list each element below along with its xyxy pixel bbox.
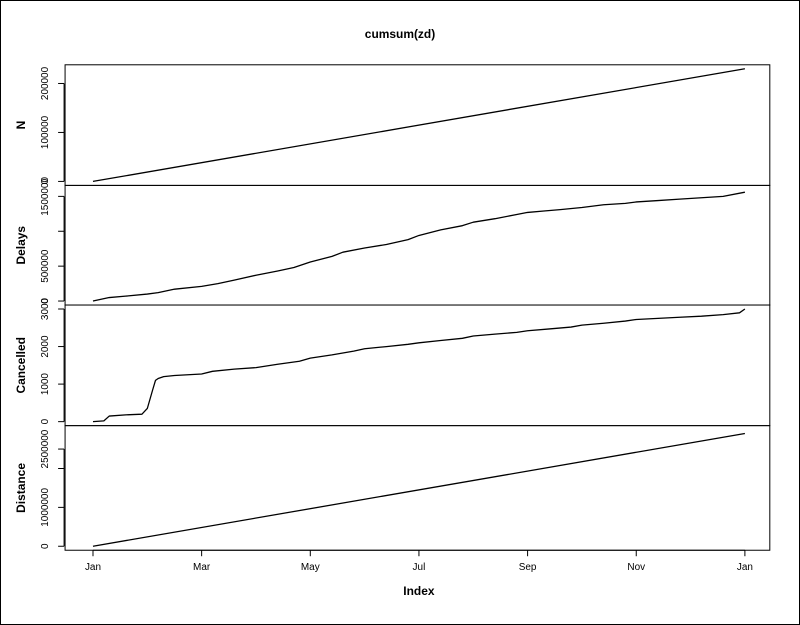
panel-distance: 0 1000000 2500000 Distance <box>14 425 771 551</box>
y-tick-label: 0 <box>40 543 51 549</box>
panel-frame <box>64 304 771 427</box>
x-tick-label: May <box>301 562 320 573</box>
x-axis-title: Index <box>403 584 435 598</box>
x-tick-label: Sep <box>519 562 537 573</box>
y-axis: 0 500000 1500000 <box>40 177 65 304</box>
series-line-n <box>92 68 746 183</box>
x-tick-label: Jan <box>737 562 753 573</box>
x-tick-label: Jan <box>85 562 101 573</box>
series-line-distance <box>92 432 746 547</box>
x-tick-label: Nov <box>627 562 645 573</box>
y-tick-label: 0 <box>40 178 51 184</box>
panel-frame <box>64 425 771 551</box>
y-tick-label: 100000 <box>40 115 51 149</box>
series-line-delays <box>92 191 746 302</box>
y-tick-label: 1000000 <box>40 488 51 527</box>
panel-cancelled: 0 1000 2000 3000 Cancelled <box>14 297 771 427</box>
panel-n: 0 100000 200000 N <box>14 64 771 186</box>
y-tick-label: 500000 <box>40 249 51 283</box>
y-tick-label: 1000 <box>40 373 51 396</box>
x-tick-label: Jul <box>413 562 426 573</box>
series-line-cancelled <box>92 308 746 423</box>
y-tick-label: 200000 <box>40 66 51 100</box>
y-axis-title-cancelled: Cancelled <box>14 337 28 393</box>
y-axis-title-delays: Delays <box>14 226 28 265</box>
y-axis-title-n: N <box>14 121 28 130</box>
y-tick-label: 2000 <box>40 335 51 358</box>
chart-title: cumsum(zd) <box>365 27 435 41</box>
y-tick-label: 3000 <box>40 297 51 320</box>
panel-frame <box>64 184 771 306</box>
y-tick-label: 2500000 <box>40 429 51 468</box>
y-axis: 0 1000 2000 3000 <box>40 297 65 424</box>
y-axis: 0 1000000 2500000 <box>40 429 65 549</box>
y-axis-title-distance: Distance <box>14 463 28 513</box>
x-tick-label: Mar <box>193 562 211 573</box>
y-tick-label: 1500000 <box>40 177 51 216</box>
x-axis: Jan Mar May Jul Sep Nov Jan <box>85 549 753 573</box>
y-axis: 0 100000 200000 <box>40 66 65 184</box>
y-tick-label: 0 <box>40 418 51 424</box>
y-tick-label: 0 <box>40 298 51 304</box>
panel-delays: 0 500000 1500000 Delays <box>14 177 771 306</box>
